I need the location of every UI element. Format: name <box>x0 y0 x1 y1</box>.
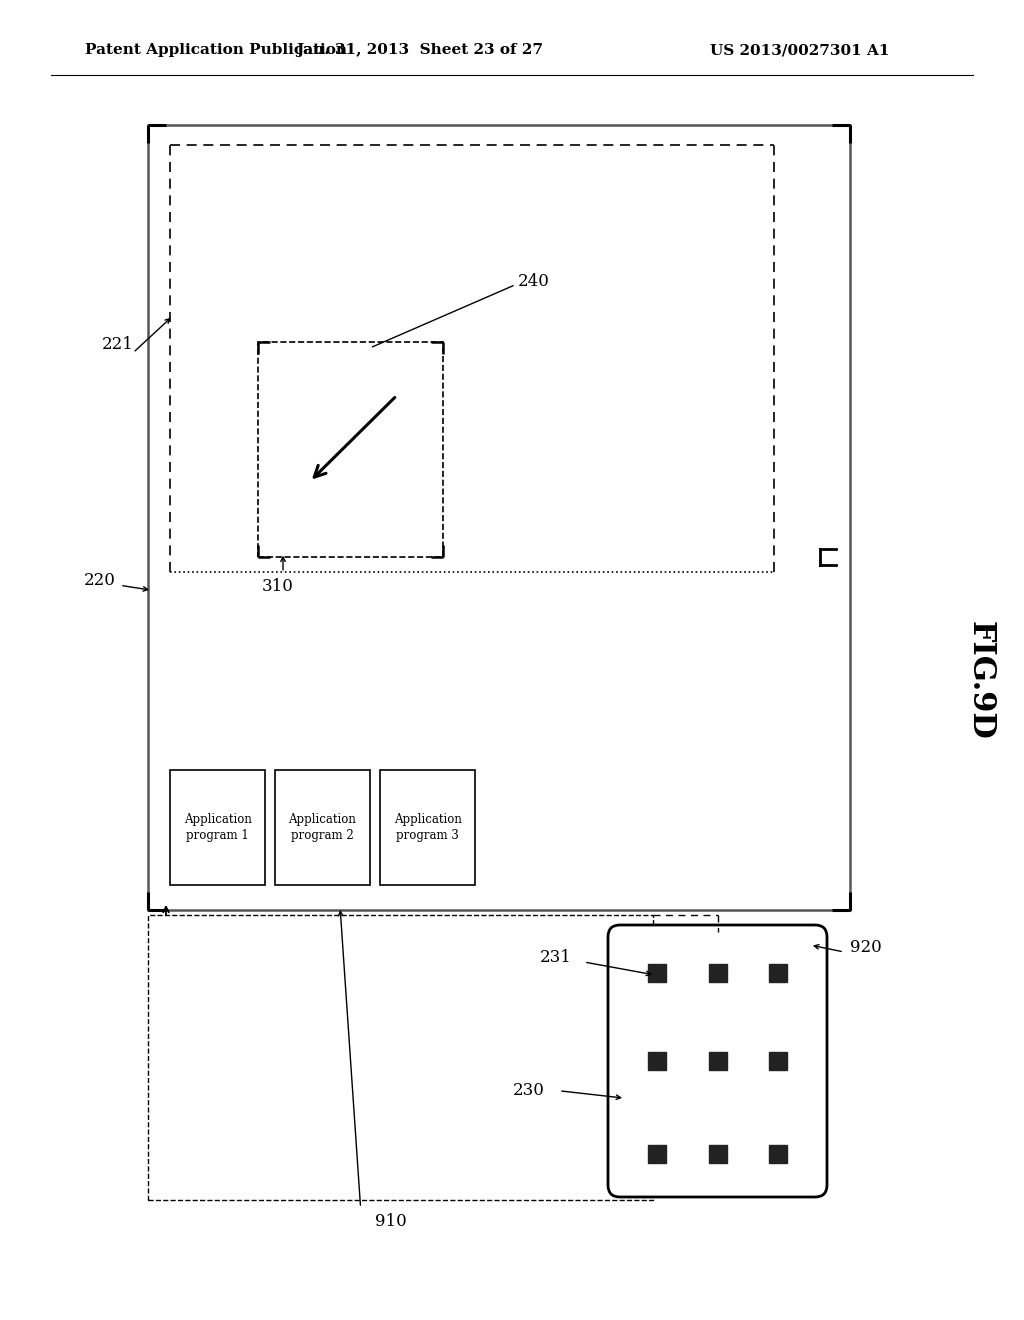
Text: 221: 221 <box>102 337 134 354</box>
Text: 240: 240 <box>518 273 550 290</box>
Bar <box>769 1144 787 1163</box>
Bar <box>258 342 443 557</box>
Text: US 2013/0027301 A1: US 2013/0027301 A1 <box>711 44 890 57</box>
Bar <box>648 1052 666 1071</box>
Text: 231: 231 <box>540 949 572 965</box>
Text: 920: 920 <box>850 939 882 956</box>
Text: 230: 230 <box>513 1082 545 1100</box>
Text: Jan. 31, 2013  Sheet 23 of 27: Jan. 31, 2013 Sheet 23 of 27 <box>297 44 544 57</box>
Bar <box>380 770 475 884</box>
Text: Application
program 2: Application program 2 <box>289 813 356 842</box>
Text: 310: 310 <box>262 578 294 595</box>
Text: Application
program 1: Application program 1 <box>183 813 252 842</box>
Bar <box>648 964 666 982</box>
Text: 220: 220 <box>84 572 116 589</box>
Text: 910: 910 <box>375 1213 407 1230</box>
Bar <box>170 770 265 884</box>
Bar <box>709 1144 726 1163</box>
Bar <box>648 1144 666 1163</box>
Text: Patent Application Publication: Patent Application Publication <box>85 44 347 57</box>
Bar <box>148 125 850 909</box>
Text: Application
program 3: Application program 3 <box>393 813 462 842</box>
Bar <box>769 1052 787 1071</box>
Bar <box>709 1052 726 1071</box>
Bar <box>275 770 370 884</box>
Bar <box>709 964 726 982</box>
Bar <box>148 915 653 1200</box>
Bar <box>769 964 787 982</box>
FancyBboxPatch shape <box>608 925 827 1197</box>
Text: FIG.9D: FIG.9D <box>965 620 995 739</box>
